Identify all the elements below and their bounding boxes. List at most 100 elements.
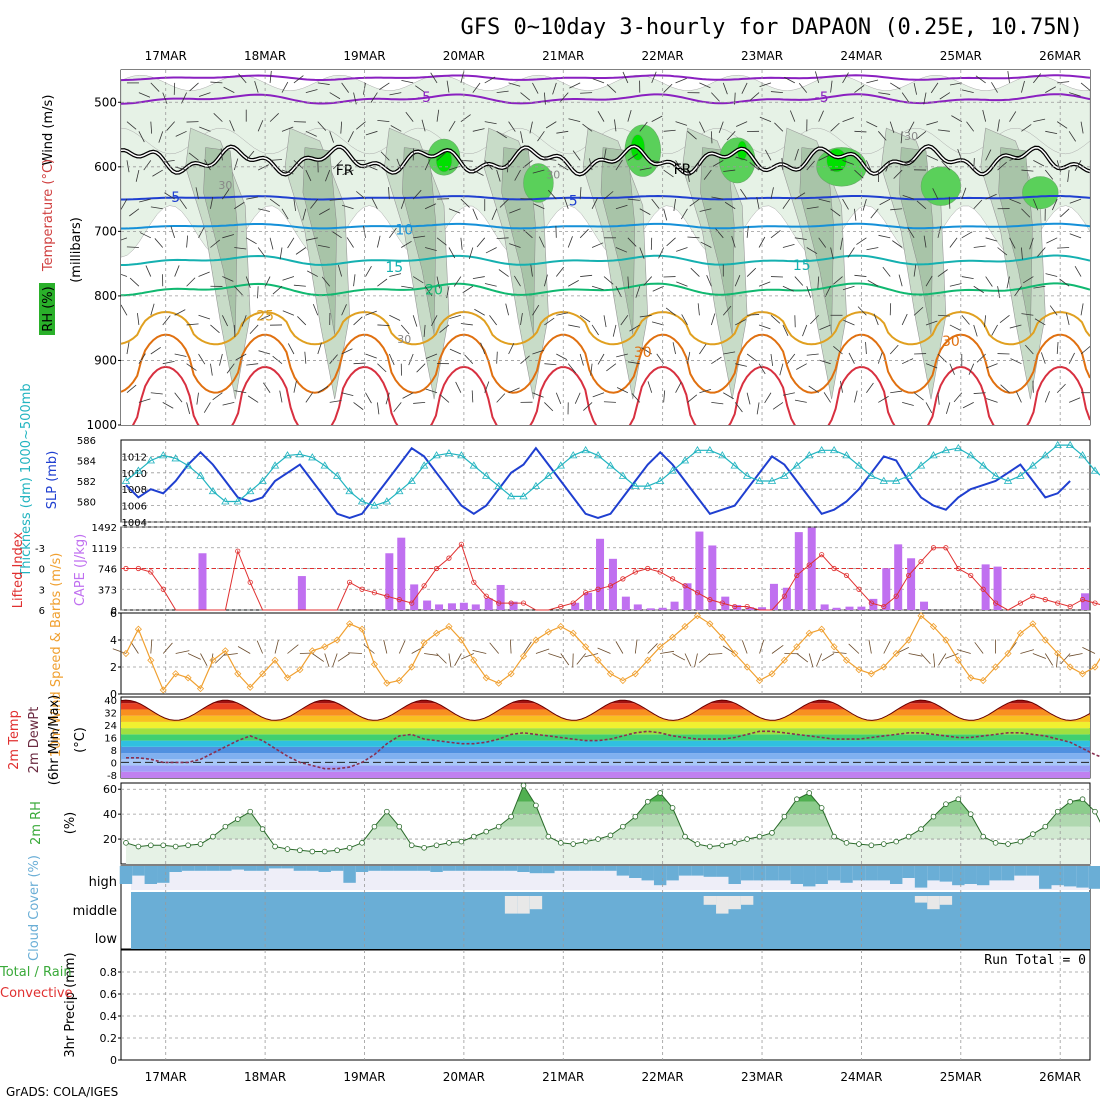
cape-bar <box>509 601 518 610</box>
cape-bar <box>820 604 829 610</box>
wind-barb <box>572 150 581 161</box>
wind-barb <box>1010 358 1022 365</box>
wind-speed-marker <box>755 676 764 685</box>
cloud-high-bar <box>641 866 654 881</box>
wind-barb <box>448 653 452 668</box>
lifted-index-marker <box>148 569 154 575</box>
wind-barb <box>808 653 814 668</box>
wind-barb <box>342 169 354 176</box>
lifted-index-marker <box>868 600 874 606</box>
wind-barb <box>706 275 712 287</box>
wind-barb <box>627 276 630 289</box>
wind-barb <box>591 197 598 209</box>
date-label-top: 20MAR <box>443 49 485 63</box>
thickness-marker <box>270 461 280 469</box>
lifted-index-marker <box>707 597 713 603</box>
rh2m-marker <box>421 844 427 851</box>
wind-barb <box>627 237 637 247</box>
wind-barb <box>941 160 951 171</box>
wind-barb <box>746 225 749 238</box>
temperature-band <box>121 703 1090 710</box>
wind-speed-marker <box>706 620 714 628</box>
thickness-marker <box>892 476 901 484</box>
wind-barb <box>842 72 849 84</box>
wind-speed-marker <box>532 636 540 644</box>
wind-barb <box>723 169 736 172</box>
wind-barb <box>710 313 716 326</box>
wind-barb <box>424 159 431 171</box>
lifted-index-marker <box>620 576 626 582</box>
thickness-marker <box>482 471 491 479</box>
wind-barb <box>390 125 402 132</box>
wind-barb <box>556 312 569 316</box>
wind-barb <box>179 198 187 210</box>
wind-barb <box>680 208 688 220</box>
wind-barb <box>925 363 938 369</box>
wind-speed-marker <box>321 643 329 651</box>
wind-speed-marker <box>780 656 788 664</box>
wind-barb <box>491 208 498 220</box>
wind-barb <box>532 169 545 174</box>
wind-barb <box>718 121 724 134</box>
wind-barb <box>770 353 774 366</box>
cape-bar <box>633 604 642 610</box>
wind-barb <box>665 307 676 316</box>
wind-barb <box>997 247 1008 256</box>
wind-barb <box>1025 344 1034 355</box>
wind-barb <box>162 402 174 409</box>
date-label-bottom: 26MAR <box>1039 1070 1081 1084</box>
wind-barb <box>616 387 629 394</box>
cape-bar <box>297 576 306 610</box>
date-label-top: 26MAR <box>1039 49 1081 63</box>
wind-barb <box>902 195 915 200</box>
y-tick-label: 700 <box>94 224 117 238</box>
cloud-high-bar <box>840 866 853 883</box>
wind-barb <box>121 273 128 277</box>
y-tick-label: 1000 <box>86 418 117 432</box>
cape-bar <box>471 604 480 610</box>
rh2m-marker <box>918 826 924 832</box>
wind-barb <box>460 71 465 84</box>
wind-barb <box>174 309 186 316</box>
wind-barb <box>329 198 342 201</box>
wind-barb <box>590 363 593 376</box>
wind-barb <box>997 161 1007 171</box>
wind-barb <box>523 641 532 654</box>
wind-barb <box>983 315 987 328</box>
wind-speed-marker <box>383 679 391 687</box>
wind-barb <box>234 390 247 394</box>
wind-barb <box>734 402 743 413</box>
wind-barb <box>579 314 591 323</box>
thickness-tick-label: 582 <box>77 477 96 488</box>
cloud-high-bar <box>368 866 381 871</box>
wind-barb <box>544 363 557 366</box>
rh2m-band <box>125 814 1090 827</box>
rh2m-marker <box>309 848 316 855</box>
wind-barb <box>1033 285 1046 289</box>
cape-bar <box>758 607 767 610</box>
wind-speed-marker <box>1016 629 1024 637</box>
wind-barb <box>937 129 950 132</box>
rh2m-marker <box>868 842 875 849</box>
wind-barb <box>234 201 245 210</box>
wind-barb <box>269 198 281 207</box>
wind-speed-marker <box>793 643 801 651</box>
wind-barb <box>973 199 983 210</box>
y-tick-label: 32 <box>104 709 117 720</box>
wind-barb <box>651 159 664 164</box>
lifted-index-marker <box>483 593 489 599</box>
lifted-index-marker <box>409 600 415 606</box>
wind-barb <box>170 226 176 238</box>
y-tick-label: 500 <box>94 95 117 109</box>
wind-barb <box>1009 111 1017 122</box>
dewpoint-line <box>126 730 1100 770</box>
wind-barb <box>1007 70 1010 83</box>
wind-barb <box>413 235 426 239</box>
wind-barb <box>758 363 766 375</box>
wind-barb <box>842 159 854 165</box>
wind-speed-marker <box>582 643 590 651</box>
minmax-axis-label: (6hr Min/Max) <box>47 695 62 785</box>
wind-barb <box>544 317 555 326</box>
thickness-marker <box>1053 440 1062 449</box>
